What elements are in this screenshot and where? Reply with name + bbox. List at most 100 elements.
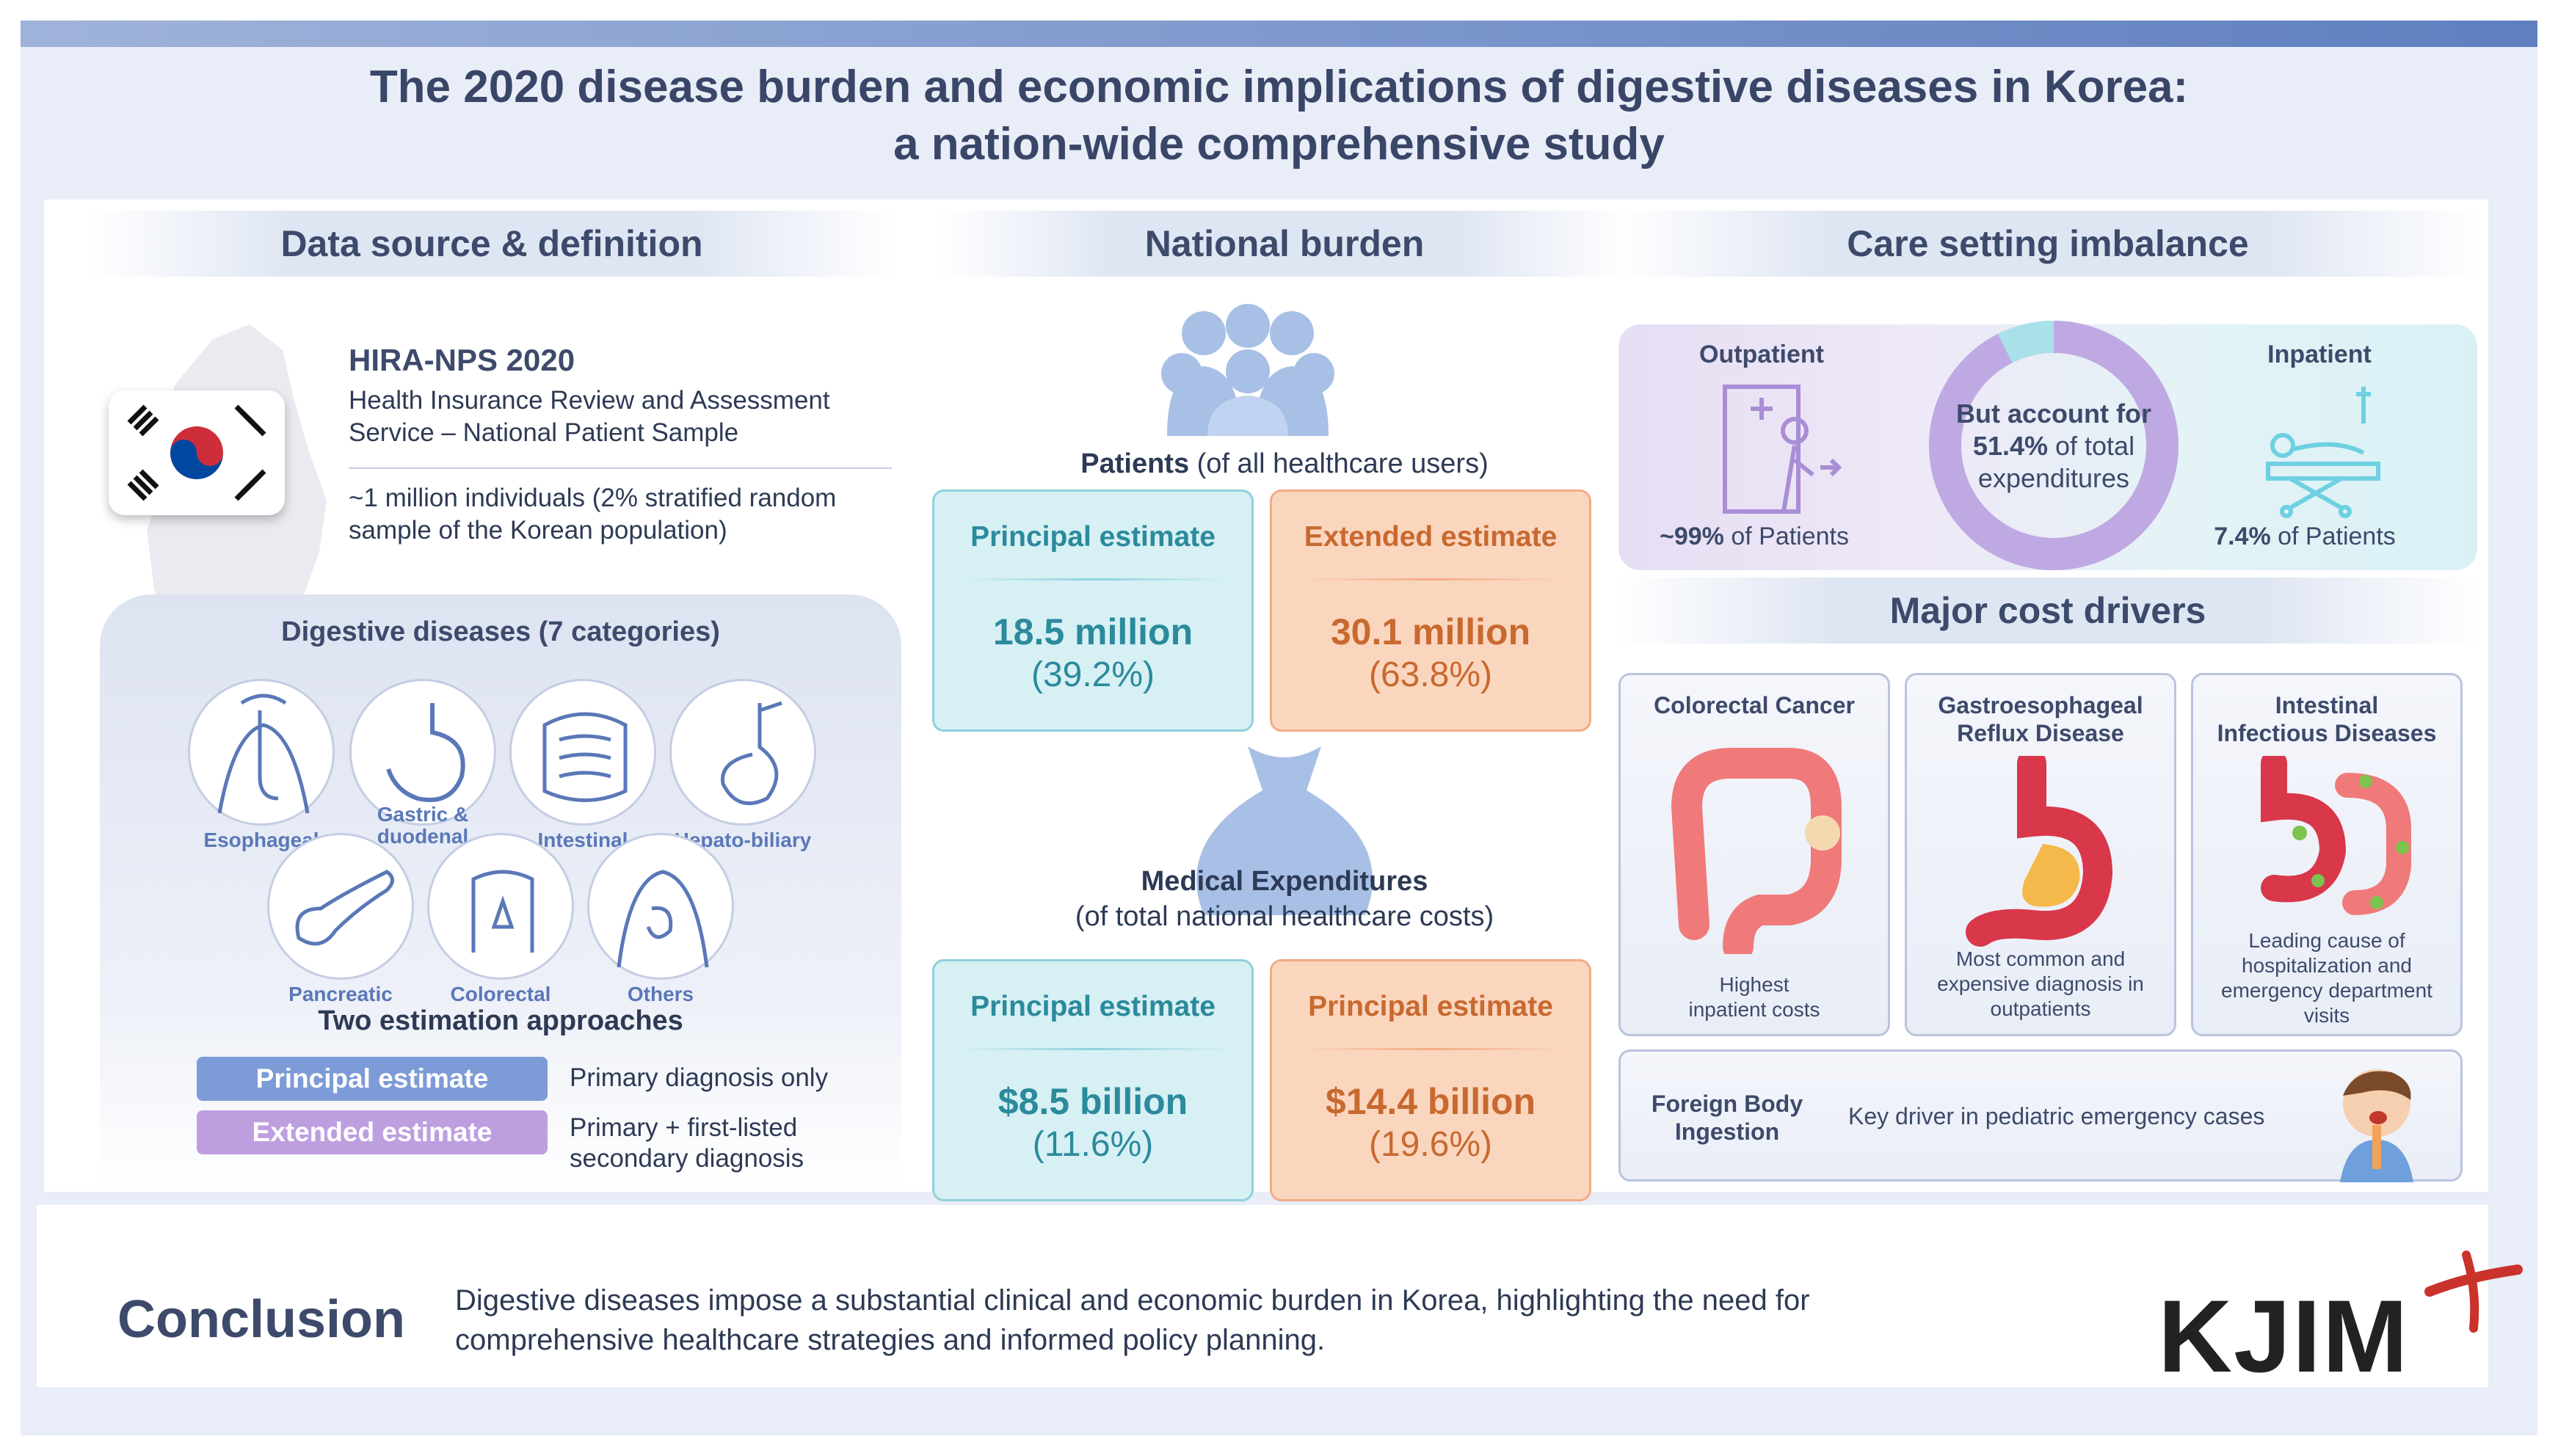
cost-drivers-heading: Major cost drivers [1615,578,2481,644]
expenditures-caption-line-1: Medical Expenditures [1141,866,1428,897]
title-line-1: The 2020 disease burden and economic imp… [369,62,2189,112]
colorectal-label: Colorectal [450,983,551,1005]
conclusion-box [37,1205,2488,1387]
driver-infectious-note-2: hospitalization and [2242,954,2412,977]
driver-infectious-title: Intestinal Infectious Diseases [2193,691,2460,747]
digestive-diseases-title: Digestive diseases (7 categories) [281,616,720,647]
patients-principal-box: Principal estimate 18.5 million (39.2%) [932,489,1254,732]
expenditures-principal-value: $8.5 billion [998,1081,1188,1122]
patients-principal-value: 18.5 million [992,611,1193,652]
patients-caption: Patients (of all healthcare users) [940,446,1629,481]
pancreatic-icon [267,833,414,980]
data-source-heading: Data source & definition [88,211,895,277]
expenditures-principal-label: Principal estimate [970,991,1216,1022]
driver-gerd-note-3: outpatients [1990,997,2091,1020]
expenditures-principal-rule [964,1048,1227,1050]
esophageal-icon [188,679,335,826]
patients-extended-box: Extended estimate 30.1 million (63.8%) [1270,489,1591,732]
driver-infectious-title-2: Infectious Diseases [2217,720,2437,746]
national-burden-heading: National burden [940,211,1629,277]
donut-line-2: of total [2048,431,2135,461]
principal-estimate-description: Primary diagnosis only [570,1063,829,1092]
patients-group-icon [1161,304,1334,436]
extended-estimate-badge: Extended estimate [197,1110,548,1154]
conclusion-text-line-1: Digestive diseases impose a substantial … [455,1284,1810,1317]
care-setting-box [1618,324,2477,570]
expenditures-caption: Medical Expenditures (of total national … [940,864,1629,934]
patients-principal-rule [964,578,1227,580]
driver-foreign-body-note: Key driver in pediatric emergency cases [1848,1103,2265,1129]
inpatient-pct: 7.4% of Patients [2173,523,2437,551]
others-label: Others [627,983,694,1005]
donut-line-3: expenditures [1977,463,2130,493]
hepato-biliary-icon [669,679,816,826]
kjim-logo-cross-icon [2424,1251,2523,1333]
infected-gut-icon [2261,756,2411,915]
outpatient-pct: ~99% of Patients [1622,523,1886,551]
child-icon [2340,1069,2413,1182]
expenditures-caption-line-2: (of total national healthcare costs) [1075,901,1494,932]
hira-sample-description: ~1 million individuals (2% stratified ra… [349,484,837,545]
extended-desc-line-1: Primary + first-listed [570,1113,798,1142]
driver-colorectal-title: Colorectal Cancer [1654,692,1855,718]
intestinal-label: Intestinal [537,829,628,851]
driver-gerd: Gastroesophageal Reflux Disease Most com… [1905,673,2176,1036]
principal-estimate-badge: Principal estimate [197,1057,548,1101]
driver-gerd-title-2: Reflux Disease [1957,720,2124,746]
gastric-duodenal-icon [349,679,496,826]
money-bag-icon [1196,746,1373,915]
driver-gerd-note-2: expensive diagnosis in [1937,972,2144,995]
expenditures-extended-box: Principal estimate $14.4 billion (19.6%) [1270,959,1591,1201]
inpatient-bed-icon [2266,387,2380,518]
hira-divider [349,467,892,469]
driver-foreign-body-title: Foreign Body Ingestion [1643,1090,1812,1146]
colorectal-icon [427,833,574,980]
patients-caption-bold: Patients [1080,448,1190,479]
stomach-reflux-icon [1966,756,2113,947]
main-panel: Data source & definition HIRA-NPS 2020 H… [44,200,2488,1201]
driver-gerd-title-1: Gastroesophageal [1938,692,2143,718]
donut-line-1: But account for [1956,398,2151,429]
driver-intestinal-infectious: Intestinal Infectious Diseases Leading c… [2191,673,2463,1036]
driver-colorectal-cancer: Colorectal Cancer Highest inpatient cost… [1618,673,1890,1036]
hira-title: HIRA-NPS 2020 [349,343,575,377]
driver-infectious-note: Leading cause of hospitalization and eme… [2193,928,2460,1028]
driver-infectious-note-3: emergency department [2221,979,2432,1002]
inpatient-pct-bold: 7.4% [2214,523,2271,550]
korean-flag-icon [109,390,285,515]
donut-inpatient-segment [1929,321,2179,570]
kjim-logo: KJIM [2158,1278,2410,1394]
outpatient-label: Outpatient [1699,341,1824,368]
driver-colorectal-note-2: inpatient costs [1688,998,1820,1021]
outpatient-pct-bold: ~99% [1659,523,1724,550]
top-accent-bar [21,21,2537,47]
expenditures-extended-label: Principal estimate [1308,991,1553,1022]
expenditures-extended-pct: (19.6%) [1368,1125,1493,1164]
extended-estimate-description: Primary + first-listed secondary diagnos… [570,1113,804,1174]
driver-gerd-note: Most common and expensive diagnosis in o… [1907,947,2174,1022]
patients-extended-value: 30.1 million [1330,611,1531,652]
conclusion-text: Digestive diseases impose a substantial … [455,1281,1923,1360]
patients-caption-rest: (of all healthcare users) [1189,448,1489,479]
gastric-label-line-2: duodenal [377,825,469,848]
hira-description: Health Insurance Review and Assessment S… [349,386,830,447]
driver-colorectal-note-1: Highest [1719,973,1789,996]
care-setting-donut [1929,321,2179,570]
digestive-diseases-box: Digestive diseases (7 categories) Esopha… [100,594,901,1186]
gastric-label-line-1: Gastric & [377,803,469,826]
inpatient-pct-rest: of Patients [2270,523,2396,550]
donut-bold-pct: 51.4% [1972,431,2048,461]
gastric-duodenal-label: Gastric & duodenal [335,804,511,848]
conclusion-title: Conclusion [117,1290,405,1349]
driver-foreign-title-2: Ingestion [1674,1118,1780,1145]
patients-extended-label: Extended estimate [1304,521,1558,553]
expenditures-extended-value: $14.4 billion [1325,1081,1536,1122]
driver-infectious-note-4: visits [2303,1004,2350,1027]
patients-extended-rule [1301,578,1564,580]
patients-principal-pct: (39.2%) [1031,655,1155,694]
colon-icon [1671,748,1842,954]
expenditures-principal-box: Principal estimate $8.5 billion (11.6%) [932,959,1254,1201]
patients-extended-pct: (63.8%) [1368,655,1493,694]
intestinal-icon [509,679,656,826]
outpatient-pct-rest: of Patients [1723,523,1849,550]
